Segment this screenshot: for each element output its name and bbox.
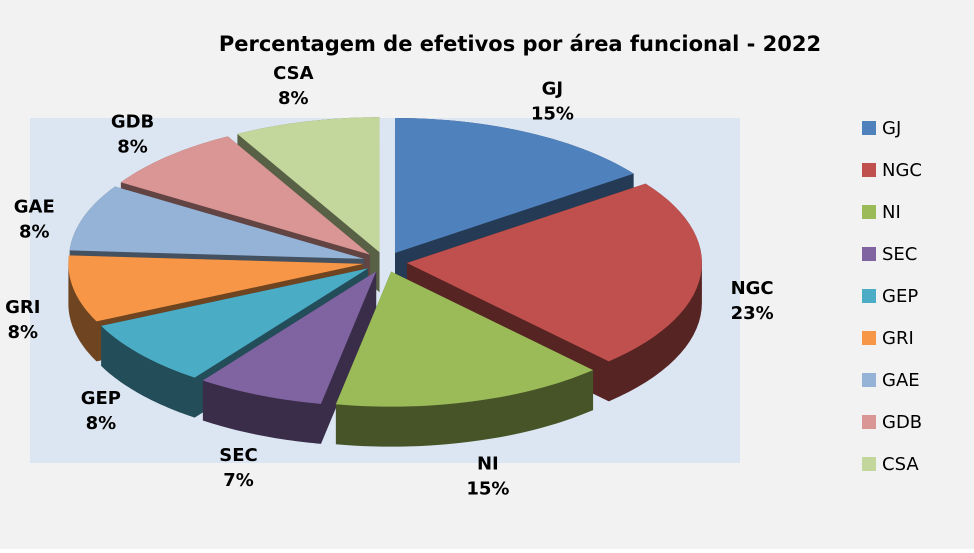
legend-label: CSA [882, 454, 919, 475]
data-label-name: CSA [273, 63, 314, 84]
data-label-name: GRI [5, 297, 40, 318]
legend-swatch [862, 457, 876, 471]
legend-label: GEP [882, 286, 918, 307]
legend-swatch [862, 163, 876, 177]
legend-swatch [862, 373, 876, 387]
legend-label: GJ [882, 118, 901, 139]
data-label: 15% [466, 478, 509, 499]
data-label: 15% [531, 104, 574, 125]
slice [406, 183, 702, 362]
data-label: 8% [8, 322, 39, 343]
legend-swatch [862, 415, 876, 429]
legend-label: GRI [882, 328, 914, 349]
legend-label: SEC [882, 244, 917, 265]
legend-swatch [862, 247, 876, 261]
data-label: 8% [117, 136, 148, 157]
slice [394, 118, 634, 254]
slice [68, 255, 364, 322]
legend-label: NI [882, 202, 901, 223]
slice [335, 271, 594, 407]
legend-swatch [862, 289, 876, 303]
data-label-name: NGC [731, 278, 774, 299]
data-label-name: GJ [542, 79, 563, 100]
legend-label: GAE [882, 370, 920, 391]
data-label-name: GDB [111, 111, 154, 132]
slice [120, 136, 370, 255]
slice [237, 117, 380, 253]
legend-label: GDB [882, 412, 922, 433]
data-label-name: SEC [219, 445, 257, 466]
slice [101, 268, 369, 378]
legend-label: NGC [882, 160, 922, 181]
data-label: 8% [86, 413, 117, 434]
legend-swatch [862, 331, 876, 345]
chart-title: Percentagem de efetivos por área funcion… [219, 32, 821, 56]
data-label-name: GEP [81, 388, 121, 409]
data-label-name: NI [477, 453, 499, 474]
data-label: 7% [223, 470, 254, 491]
legend-swatch [862, 121, 876, 135]
data-label: 8% [278, 88, 309, 109]
data-label: 23% [731, 303, 774, 324]
data-label-name: GAE [14, 196, 55, 217]
slice [69, 186, 365, 259]
data-label: 8% [19, 221, 50, 242]
slice [202, 271, 377, 404]
legend-swatch [862, 205, 876, 219]
